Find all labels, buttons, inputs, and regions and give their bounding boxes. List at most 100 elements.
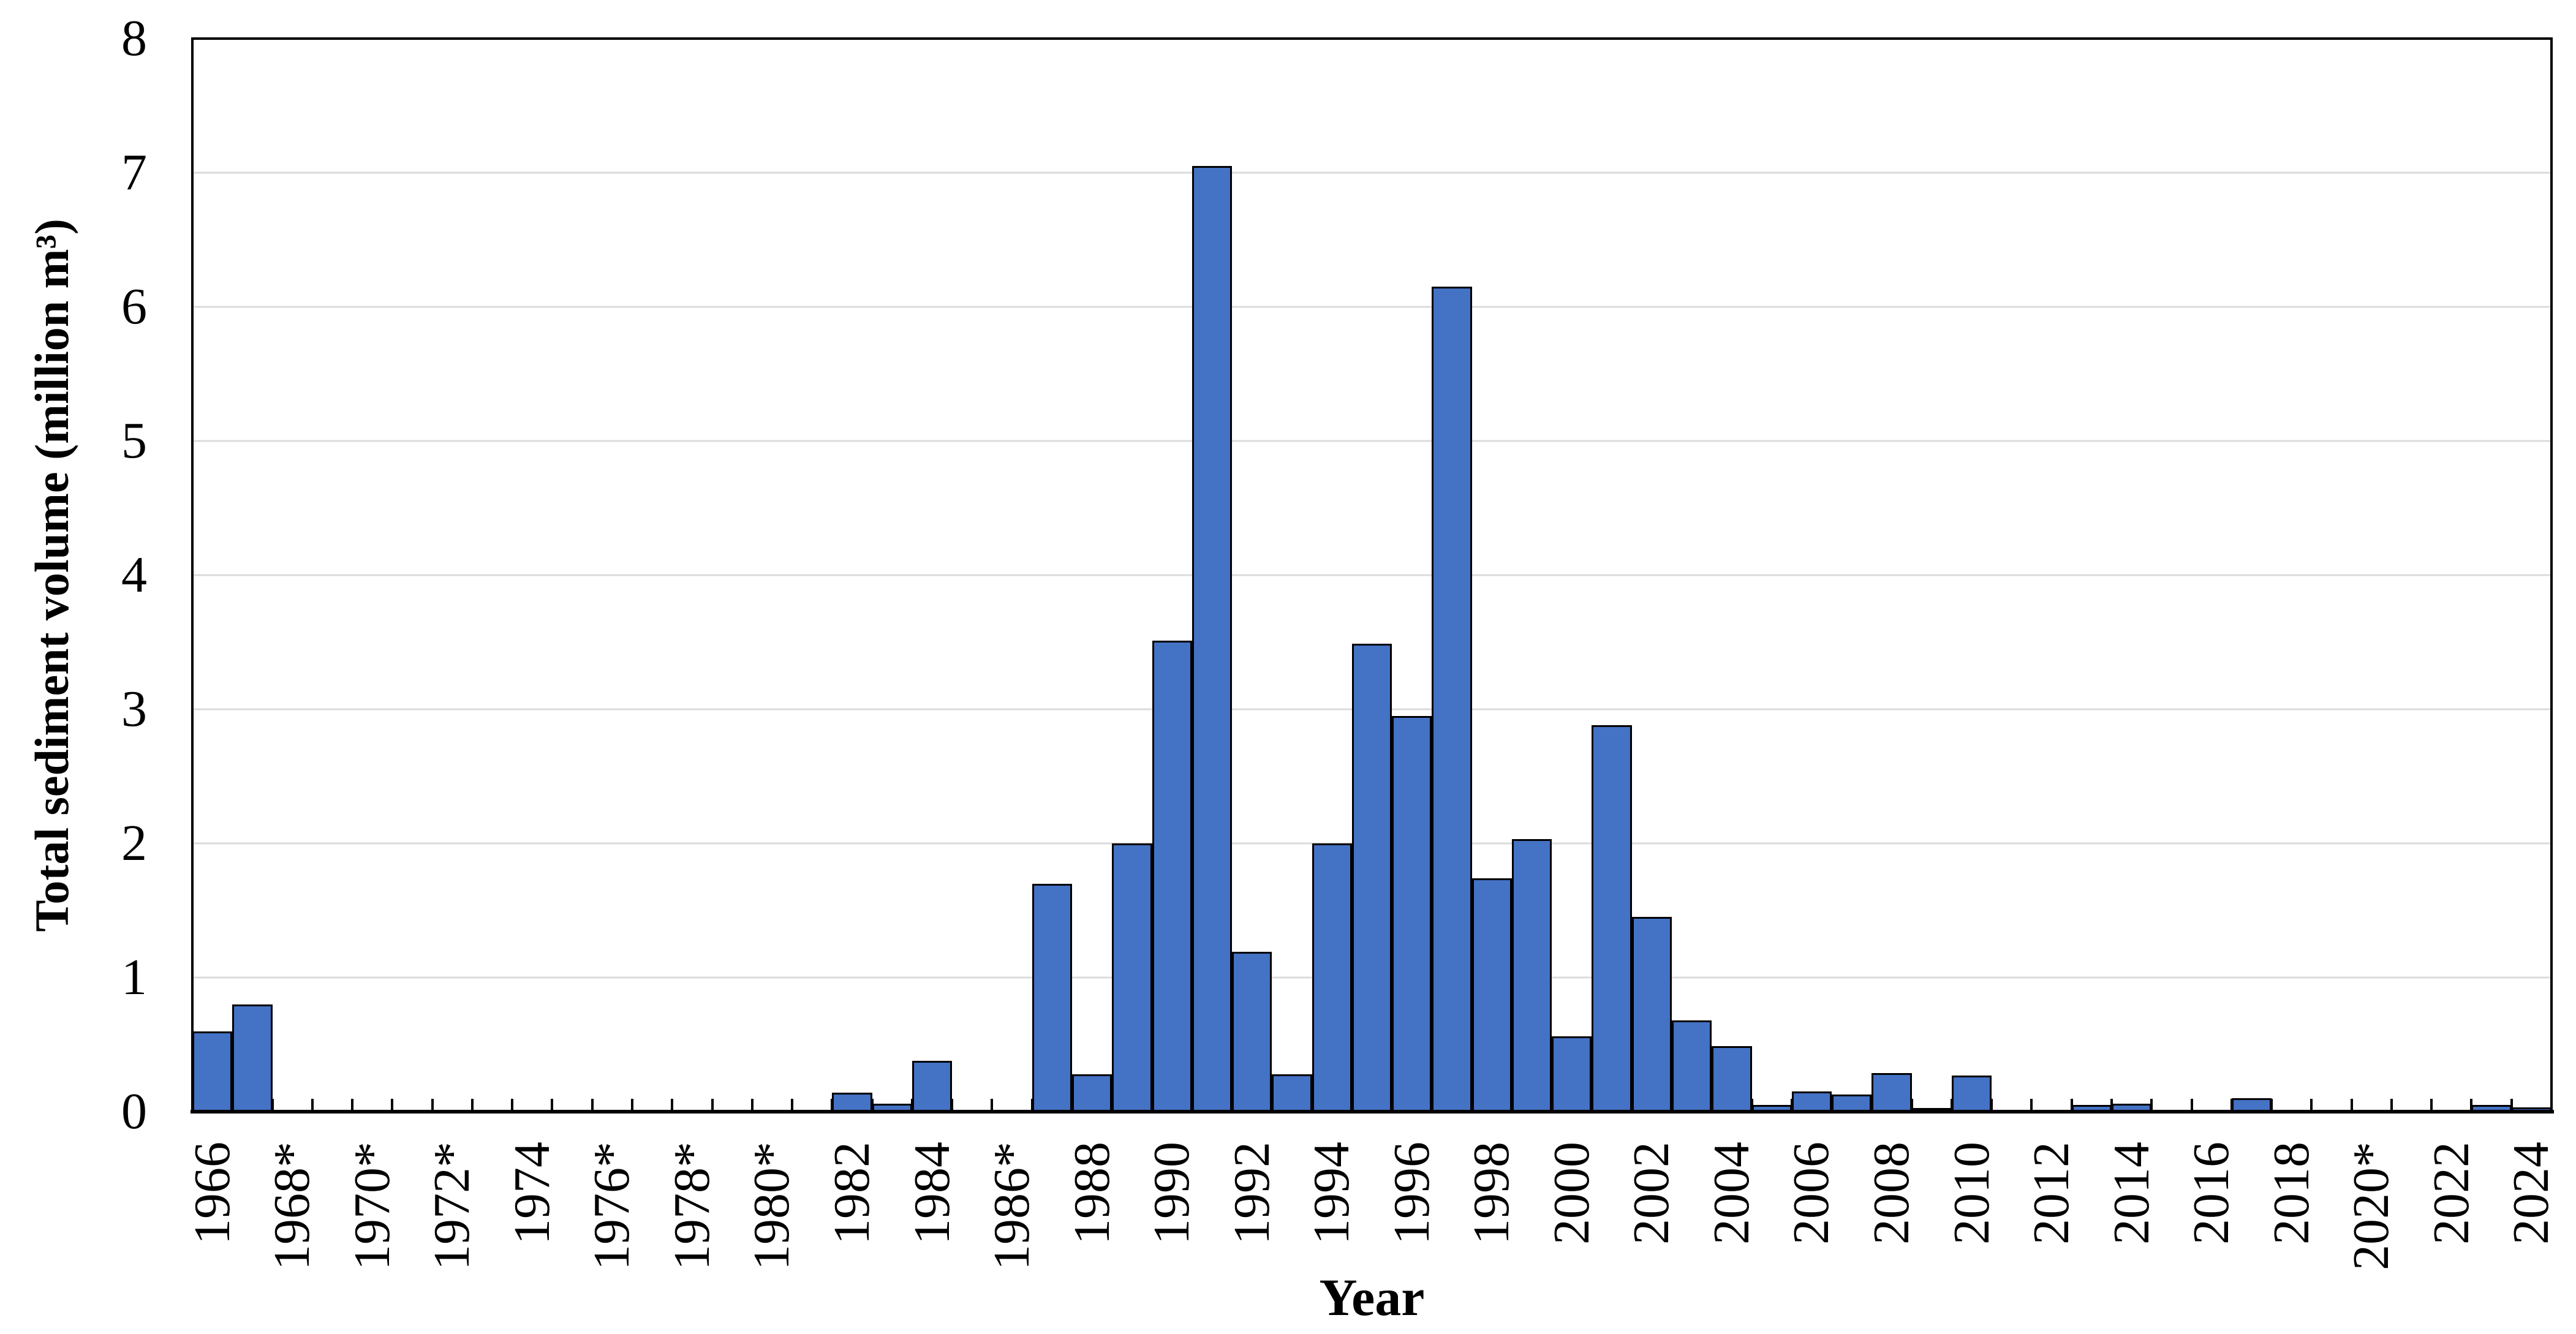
x-tick-label: 2020* [2342,1142,2401,1270]
x-tick-label: 1992 [1223,1142,1282,1245]
x-tick-label: 2014 [2102,1142,2161,1245]
bar-2004 [1712,1046,1752,1112]
bar-1994 [1312,843,1352,1112]
x-tick-mark [511,1099,514,1112]
bar-1993 [1272,1074,1312,1112]
x-tick-label-text: 2006 [1783,1142,1840,1245]
y-tick-label: 5 [121,412,147,469]
x-tick-label: 1974 [503,1142,562,1245]
x-tick-mark [2150,1099,2153,1112]
x-tick-label-text: 2008 [1863,1142,1921,1245]
x-tick-label-text: 2004 [1702,1142,1760,1245]
x-tick-mark [2030,1099,2033,1112]
gridline [192,306,2551,308]
x-tick-mark [2390,1099,2393,1112]
x-tick-mark [1910,1099,1913,1112]
bar-2010 [1951,1075,1992,1112]
y-tick-label: 7 [121,144,147,201]
bar-1966 [192,1031,233,1112]
x-tick-mark [2350,1099,2353,1112]
x-tick-label-text: 2000 [1543,1142,1600,1245]
bar-2001 [1592,725,1632,1112]
x-tick-label-text: 1990 [1143,1142,1201,1245]
x-tick-label: 1988 [1063,1142,1122,1245]
y-tick-label: 1 [121,949,147,1006]
x-tick-label-text: 1984 [903,1142,961,1245]
x-tick-mark [791,1099,794,1112]
x-tick-label: 2024 [2502,1142,2561,1245]
bar-1988 [1071,1074,1112,1112]
x-tick-label: 1994 [1302,1142,1361,1245]
bar-1967 [232,1004,273,1112]
x-tick-label-text: 1976* [583,1142,641,1270]
x-tick-label: 1984 [903,1142,962,1245]
x-tick-label: 1980* [742,1142,801,1270]
x-axis-title: Year [1319,1268,1425,1327]
x-tick-mark [1990,1099,1993,1112]
x-tick-label: 2016 [2182,1142,2241,1245]
x-tick-label: 2004 [1702,1142,1761,1245]
x-tick-label: 1998 [1462,1142,1521,1245]
x-tick-label: 1972* [423,1142,482,1270]
plot-area [191,39,2553,1112]
x-tick-mark [671,1099,674,1112]
x-tick-label-text: 1970* [343,1142,401,1270]
x-tick-mark [2430,1099,2433,1112]
x-tick-label-text: 2020* [2343,1142,2400,1270]
x-tick-mark [551,1099,554,1112]
bar-1996 [1392,715,1432,1112]
x-tick-label-text: 2024 [2502,1142,2560,1245]
x-tick-label-text: 1992 [1223,1142,1280,1245]
x-tick-mark [391,1099,394,1112]
bar-1987 [1032,883,1072,1112]
x-tick-label: 2006 [1782,1142,1841,1245]
x-tick-label: 1978* [663,1142,722,1270]
x-tick-mark [2310,1099,2313,1112]
x-tick-mark [2190,1099,2193,1112]
y-tick-label: 3 [121,680,147,737]
x-tick-label: 2022 [2422,1142,2481,1245]
x-tick-label-text: 1998 [1463,1142,1520,1245]
x-tick-label: 1986* [983,1142,1041,1270]
bar-1995 [1351,643,1392,1112]
x-tick-label: 2002 [1622,1142,1681,1245]
x-tick-label-text: 1994 [1303,1142,1361,1245]
x-tick-label-text: 2002 [1623,1142,1680,1245]
x-tick-label-text: 1996 [1383,1142,1440,1245]
gridline [192,574,2551,576]
y-tick-label: 4 [121,546,147,603]
x-tick-label-text: 1982 [823,1142,880,1245]
x-tick-mark [750,1099,754,1112]
x-tick-label: 2012 [2022,1142,2081,1245]
plot-frame-top [191,37,2553,40]
x-tick-label-text: 2018 [2262,1142,2320,1245]
x-tick-label-text: 2012 [2023,1142,2080,1245]
bar-2008 [1872,1072,1912,1112]
x-tick-mark [271,1099,274,1112]
x-tick-label: 1966 [183,1142,242,1245]
x-tick-label-text: 1968* [263,1142,321,1270]
bar-1984 [912,1060,953,1112]
x-tick-mark [351,1099,354,1112]
bar-2006 [1791,1091,1832,1112]
gridline [192,171,2551,174]
x-tick-label-text: 1974 [503,1142,561,1245]
y-tick-label: 2 [121,815,147,872]
x-tick-mark [951,1099,954,1112]
x-tick-label: 2010 [1943,1142,2001,1245]
x-tick-label: 1970* [343,1142,402,1270]
bar-1991 [1192,166,1233,1112]
x-tick-label: 1990 [1143,1142,1201,1245]
x-tick-label-text: 1986* [983,1142,1041,1270]
x-tick-label-text: 2010 [1943,1142,2000,1245]
bar-1998 [1471,878,1512,1112]
bar-1992 [1232,952,1272,1112]
y-tick-label: 6 [121,278,147,335]
x-tick-label: 2018 [2262,1142,2321,1245]
x-tick-label-text: 1978* [663,1142,720,1270]
x-tick-mark [470,1099,474,1112]
x-tick-label-text: 2016 [2183,1142,2240,1245]
bar-1999 [1511,839,1552,1112]
bar-1997 [1432,287,1472,1112]
